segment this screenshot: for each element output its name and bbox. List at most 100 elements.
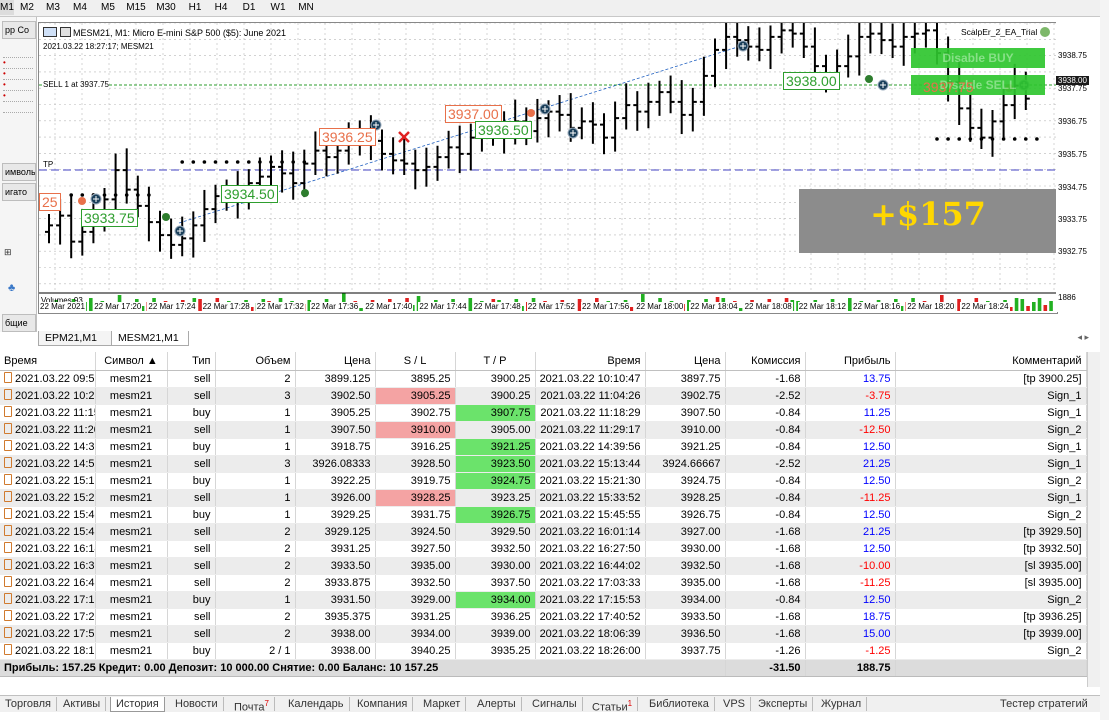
cell-price: 3929.125 bbox=[295, 523, 376, 541]
chart-tab-arrows[interactable]: ◂ ▸ bbox=[1077, 332, 1089, 342]
cell-close-time: 2021.03.22 11:04:26 bbox=[535, 387, 646, 405]
cell-close-time: 2021.03.22 17:15:53 bbox=[535, 591, 646, 609]
cell-commission: -0.84 bbox=[725, 489, 806, 507]
current-price-tag: 3938.00 bbox=[1056, 76, 1089, 85]
disable-buy-button[interactable]: Disable BUY bbox=[911, 48, 1045, 68]
tf-m15-button[interactable]: M15 bbox=[126, 2, 146, 13]
cell-close-time: 2021.03.22 15:45:55 bbox=[535, 506, 646, 524]
table-row[interactable]: 2021.03.22 17:52...mesm21sell23938.00393… bbox=[0, 625, 1087, 643]
navigator-tab[interactable]: игато bbox=[2, 183, 36, 201]
tab-company[interactable]: Компания bbox=[352, 697, 414, 711]
cell-tp: 3939.00 bbox=[455, 625, 536, 643]
cell-sl: 3934.00 bbox=[375, 625, 456, 643]
tf-w1-button[interactable]: W1 bbox=[270, 2, 286, 13]
tab-journal[interactable]: Журнал bbox=[816, 697, 868, 711]
disable-sell-button[interactable]: Disable SELL bbox=[911, 75, 1045, 95]
tf-h4-button[interactable]: H4 bbox=[214, 2, 228, 13]
tf-h1-button[interactable]: H1 bbox=[188, 2, 202, 13]
table-row[interactable]: 2021.03.22 09:56...mesm21sell23899.12538… bbox=[0, 370, 1087, 388]
tf-m3-button[interactable]: M3 bbox=[46, 2, 60, 13]
cell-close-price: 3934.00 bbox=[645, 591, 726, 609]
tf-m1-button[interactable]: M1 bbox=[0, 0, 14, 15]
level-dot bbox=[302, 160, 307, 164]
tab-history[interactable]: История bbox=[110, 697, 165, 712]
table-row[interactable]: 2021.03.22 15:18...mesm21buy13922.253919… bbox=[0, 472, 1087, 490]
tf-m4-button[interactable]: M4 bbox=[73, 2, 87, 13]
cell-sl: 3905.25 bbox=[375, 387, 456, 405]
trade-target-marker bbox=[90, 193, 102, 205]
table-row[interactable]: 2021.03.22 10:25...mesm21sell33902.50390… bbox=[0, 387, 1087, 405]
price-chart[interactable]: MESM21, M1: Micro E-mini S&P 500 ($5): J… bbox=[38, 22, 1058, 314]
cell-close-time: 2021.03.22 15:21:30 bbox=[535, 472, 646, 490]
chart-tab-epm21[interactable]: EPM21,M1 bbox=[38, 331, 112, 346]
col-tp[interactable]: T / P bbox=[455, 352, 536, 371]
col-type[interactable]: Тип bbox=[167, 352, 216, 371]
market-watch-tab[interactable]: рр Со bbox=[2, 21, 36, 39]
table-row[interactable]: 2021.03.22 17:20...mesm21sell23935.37539… bbox=[0, 608, 1087, 626]
col-open-time[interactable]: Время bbox=[0, 352, 96, 371]
tree-expander-icon[interactable]: ⊞ bbox=[4, 247, 12, 257]
cell-symbol: mesm21 bbox=[95, 472, 168, 490]
col-comment[interactable]: Комментарий bbox=[895, 352, 1087, 371]
general-tab[interactable]: бщие bbox=[2, 314, 36, 332]
cell-volume: 1 bbox=[215, 404, 296, 422]
col-close-time[interactable]: Время bbox=[535, 352, 646, 371]
deal-icon bbox=[4, 406, 12, 417]
table-row[interactable]: 2021.03.22 17:13...mesm21buy13931.503929… bbox=[0, 591, 1087, 609]
cell-tp: 3907.75 bbox=[455, 404, 536, 422]
profit-overlay-box bbox=[799, 189, 1057, 253]
tf-d1-button[interactable]: D1 bbox=[242, 2, 256, 13]
left-navigator-panel: рр Со • • • • имволы игато ⊞ ♣ бщие bbox=[0, 17, 37, 332]
volume-bar bbox=[89, 298, 93, 311]
ohlc-bar bbox=[211, 184, 220, 224]
col-commission[interactable]: Комиссия bbox=[725, 352, 806, 371]
tab-news[interactable]: Новости bbox=[170, 697, 224, 711]
table-row[interactable]: 2021.03.22 16:14...mesm21sell23931.25392… bbox=[0, 540, 1087, 558]
table-row[interactable]: 2021.03.22 14:36...mesm21buy13918.753916… bbox=[0, 438, 1087, 456]
table-row[interactable]: 2021.03.22 16:48...mesm21sell23933.87539… bbox=[0, 574, 1087, 592]
col-sl[interactable]: S / L bbox=[375, 352, 456, 371]
tab-experts[interactable]: Эксперты bbox=[753, 697, 814, 711]
col-symbol[interactable]: Символ ▲ bbox=[95, 352, 168, 371]
tab-market[interactable]: Маркет bbox=[418, 697, 467, 711]
tab-signals[interactable]: Сигналы bbox=[527, 697, 583, 711]
cell-type: sell bbox=[167, 523, 216, 541]
tab-mail[interactable]: Почта7 bbox=[229, 697, 275, 714]
tf-mn-button[interactable]: MN bbox=[298, 2, 314, 13]
col-close-price[interactable]: Цена bbox=[645, 352, 726, 371]
table-row[interactable]: 2021.03.22 16:31...mesm21sell23933.50393… bbox=[0, 557, 1087, 575]
tf-m2-button[interactable]: M2 bbox=[20, 2, 34, 13]
tab-alerts[interactable]: Алерты bbox=[472, 697, 522, 711]
table-row[interactable]: 2021.03.22 11:20...mesm21sell13907.50391… bbox=[0, 421, 1087, 439]
history-scrollbar[interactable] bbox=[1087, 352, 1101, 687]
col-profit[interactable]: Прибыль bbox=[805, 352, 896, 371]
tab-articles[interactable]: Статьи1 bbox=[587, 697, 639, 714]
chart-tab-mesm21[interactable]: MESM21,M1 bbox=[111, 331, 189, 346]
table-row[interactable]: 2021.03.22 11:15...mesm21buy13905.253902… bbox=[0, 404, 1087, 422]
ohlc-bar bbox=[699, 56, 708, 116]
table-row[interactable]: 2021.03.22 15:40...mesm21buy13929.253931… bbox=[0, 506, 1087, 524]
col-price[interactable]: Цена bbox=[295, 352, 376, 371]
tab-vps[interactable]: VPS bbox=[718, 697, 752, 711]
time-label: 22 Mar 17:40 bbox=[364, 302, 414, 311]
table-row[interactable]: 2021.03.22 15:26...mesm21sell13926.00392… bbox=[0, 489, 1087, 507]
tf-m5-button[interactable]: M5 bbox=[101, 2, 115, 13]
tab-calendar[interactable]: Календарь bbox=[283, 697, 350, 711]
table-row[interactable]: 2021.03.22 15:49...mesm21sell23929.12539… bbox=[0, 523, 1087, 541]
symbol-flag-icon bbox=[43, 27, 57, 37]
ohlc-bar bbox=[688, 87, 697, 132]
strategy-tester-button[interactable]: Тестер стратегий bbox=[1000, 698, 1088, 710]
tf-m30-button[interactable]: M30 bbox=[156, 2, 176, 13]
col-volume[interactable]: Объем bbox=[215, 352, 296, 371]
tab-library[interactable]: Библиотека bbox=[644, 697, 715, 711]
ohlc-bar bbox=[400, 138, 409, 175]
ohlc-bar bbox=[666, 75, 675, 114]
tab-assets[interactable]: Активы bbox=[58, 697, 107, 711]
table-row[interactable]: 2021.03.22 14:52...mesm21sell33926.08333… bbox=[0, 455, 1087, 473]
tab-trade[interactable]: Торговля bbox=[0, 697, 57, 711]
cell-close-price: 3928.25 bbox=[645, 489, 726, 507]
symbols-tab[interactable]: имволы bbox=[2, 163, 36, 181]
level-dot bbox=[224, 160, 229, 164]
cell-close-time: 2021.03.22 16:27:50 bbox=[535, 540, 646, 558]
